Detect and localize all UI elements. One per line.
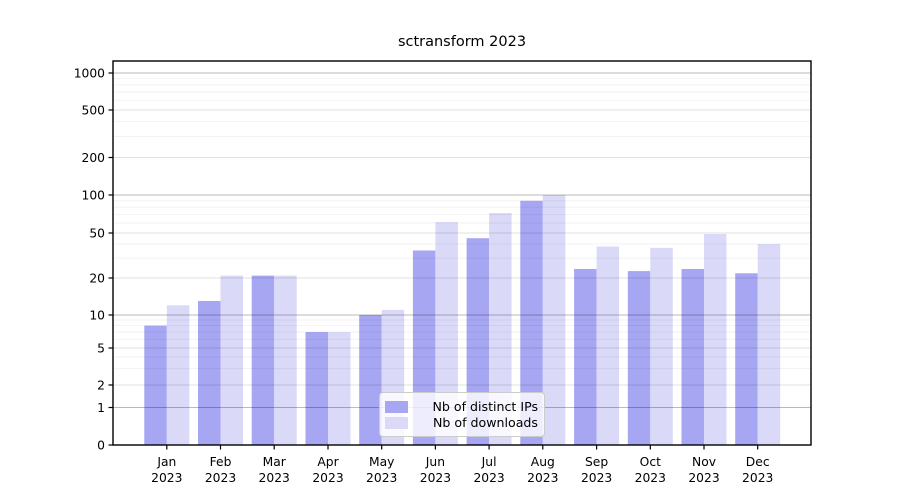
y-tick-label: 1000 <box>74 66 105 80</box>
x-tick-label-month: Mar <box>263 455 287 469</box>
bar-downloads-mar <box>274 275 297 445</box>
x-tick-label-year: 2023 <box>151 471 182 485</box>
bar-distinct-ips-oct <box>627 271 651 445</box>
x-tick-label-month: Feb <box>210 455 232 469</box>
legend-swatch-distinct-ips <box>385 400 408 413</box>
bar-downloads-nov <box>704 234 727 445</box>
bar-distinct-ips-nov <box>681 269 704 445</box>
x-tick-label-year: 2023 <box>366 471 397 485</box>
y-tick-label: 2 <box>97 378 105 392</box>
bar-downloads-sep <box>596 246 620 445</box>
bar-distinct-ips-aug <box>520 200 543 445</box>
y-tick-label: 1 <box>97 401 105 415</box>
bar-downloads-apr <box>328 332 351 445</box>
x-tick-label-month: Nov <box>692 455 716 469</box>
x-tick-label-year: 2023 <box>312 471 343 485</box>
x-tick-label-month: Sep <box>585 455 608 469</box>
x-tick-label-year: 2023 <box>259 471 290 485</box>
legend-label-downloads: Nb of downloads <box>432 415 538 430</box>
x-tick-label-year: 2023 <box>527 471 558 485</box>
x-tick-label-year: 2023 <box>473 471 504 485</box>
y-tick-label: 100 <box>82 188 105 202</box>
x-tick-label-year: 2023 <box>635 471 666 485</box>
x-tick-label-year: 2023 <box>581 471 612 485</box>
y-tick-label: 200 <box>82 151 105 165</box>
y-tick-label: 5 <box>97 341 105 355</box>
legend-item-downloads: Nb of downloads <box>385 415 538 430</box>
x-tick-label-month: Jan <box>156 455 176 469</box>
y-tick-label: 500 <box>82 103 105 117</box>
bar-distinct-ips-feb <box>198 301 221 445</box>
bar-distinct-ips-mar <box>251 275 275 445</box>
bar-downloads-dec <box>757 244 781 445</box>
bar-distinct-ips-apr <box>305 332 328 445</box>
bar-downloads-oct <box>650 247 673 445</box>
x-tick-label-year: 2023 <box>420 471 451 485</box>
legend-label-distinct-ips: Nb of distinct IPs <box>432 399 538 414</box>
bar-downloads-jun <box>435 222 458 445</box>
x-tick-label-year: 2023 <box>205 471 236 485</box>
y-tick-label: 0 <box>97 438 105 452</box>
bar-distinct-ips-may <box>359 315 382 445</box>
x-tick-label-month: Jul <box>481 455 497 469</box>
bar-downloads-jul <box>489 213 512 445</box>
x-tick-label-year: 2023 <box>742 471 773 485</box>
y-tick-label: 50 <box>89 226 105 240</box>
x-tick-label-month: Dec <box>746 455 770 469</box>
legend-swatch-downloads <box>385 416 408 429</box>
x-tick-label-month: Aug <box>531 455 555 469</box>
x-tick-label-month: Apr <box>317 455 339 469</box>
bar-downloads-feb <box>220 275 243 445</box>
bar-downloads-jan <box>166 305 190 445</box>
x-tick-label-year: 2023 <box>688 471 719 485</box>
axes-spines <box>112 60 812 446</box>
legend-item-distinct-ips: Nb of distinct IPs <box>385 399 538 414</box>
x-tick-label-month: Jun <box>425 455 445 469</box>
legend: Nb of distinct IPs Nb of downloads <box>379 392 545 437</box>
x-tick-label-month: Oct <box>640 455 661 469</box>
bar-distinct-ips-dec <box>735 273 758 445</box>
y-tick-label: 10 <box>89 308 105 322</box>
x-tick-label-month: May <box>369 455 394 469</box>
bar-downloads-aug <box>542 195 566 445</box>
bar-distinct-ips-sep <box>574 269 597 445</box>
y-tick-label: 20 <box>89 271 105 285</box>
bar-distinct-ips-jan <box>144 325 167 445</box>
chart-title: sctransform 2023 <box>397 34 527 50</box>
